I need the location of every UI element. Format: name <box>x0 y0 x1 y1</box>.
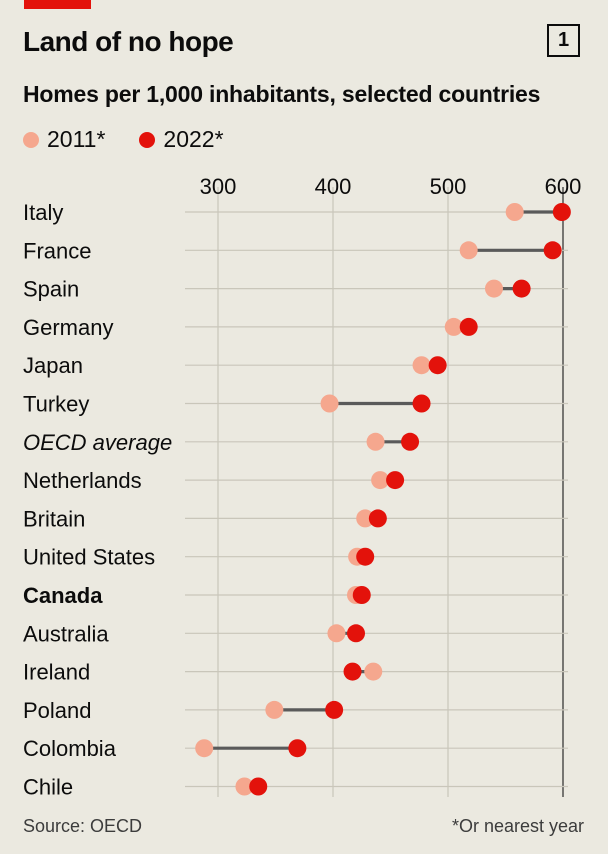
chart-number-badge: 1 <box>547 24 580 57</box>
dot-2022-colombia <box>288 739 307 758</box>
dot-2011-italy <box>505 203 524 221</box>
dot-2022-oecd-average <box>401 432 420 451</box>
dot-2022-spain <box>512 279 531 298</box>
source-note: Source: OECD <box>23 816 143 836</box>
row-label-spain: Spain <box>23 277 79 302</box>
row-label-japan: Japan <box>23 353 83 378</box>
dot-2022-poland <box>325 700 344 719</box>
x-tick-label-500: 500 <box>430 174 467 199</box>
row-label-colombia: Colombia <box>23 736 117 761</box>
legend-label-2022: 2022* <box>163 126 224 152</box>
row-label-britain: Britain <box>23 506 85 531</box>
dot-2011-spain <box>485 279 503 298</box>
row-label-oecd-average: OECD average <box>23 430 172 455</box>
row-label-canada: Canada <box>23 583 103 608</box>
x-tick-label-600: 600 <box>545 174 582 199</box>
legend: 2011* 2022* <box>23 126 258 153</box>
legend-item-2011: 2011* <box>23 126 105 153</box>
dot-2022-turkey <box>412 394 431 413</box>
brand-tab <box>24 0 91 9</box>
footnote: *Or nearest year <box>451 816 584 836</box>
dot-2022-germany <box>459 317 478 336</box>
dot-2022-france <box>543 241 562 260</box>
dot-2022-netherlands <box>386 471 405 490</box>
dot-2011-germany <box>444 317 463 336</box>
x-tick-label-300: 300 <box>200 174 237 199</box>
dot-2022-united-states <box>356 547 375 566</box>
dot-2022-japan <box>428 356 447 375</box>
chart-subtitle: Homes per 1,000 inhabitants, selected co… <box>23 81 541 107</box>
row-label-australia: Australia <box>23 621 109 646</box>
legend-item-2022: 2022* <box>139 126 224 153</box>
row-label-chile: Chile <box>23 775 73 800</box>
dot-2022-canada <box>352 586 371 604</box>
dot-2011-britain <box>356 509 375 528</box>
dot-2011-oecd-average <box>366 432 385 451</box>
row-label-poland: Poland <box>23 698 92 723</box>
dot-2011-poland <box>265 700 284 719</box>
dot-2011-ireland <box>364 662 383 681</box>
row-label-netherlands: Netherlands <box>23 468 142 493</box>
chart-title: Land of no hope <box>23 26 234 57</box>
row-label-united-states: United States <box>23 545 155 570</box>
dot-2011-australia <box>327 624 346 643</box>
row-label-germany: Germany <box>23 315 113 340</box>
dot-2022-italy <box>552 203 571 221</box>
legend-dot-2022 <box>139 131 156 148</box>
dot-2011-turkey <box>320 394 339 413</box>
dot-2022-britain <box>368 509 387 528</box>
dot-2011-netherlands <box>371 471 390 490</box>
dot-2022-chile <box>249 777 268 796</box>
row-label-france: France <box>23 238 91 263</box>
dot-2022-ireland <box>343 662 362 681</box>
dot-2011-colombia <box>195 739 214 758</box>
legend-label-2011: 2011* <box>47 126 106 152</box>
dot-2011-france <box>459 241 478 260</box>
dot-range-chart: 300 400 500 600 Italy France Spain Germany Japan… <box>23 174 582 800</box>
row-label-turkey: Turkey <box>23 392 89 417</box>
x-tick-label-400: 400 <box>315 174 352 199</box>
row-label-italy: Italy <box>23 200 63 225</box>
legend-dot-2011 <box>23 131 39 148</box>
row-label-ireland: Ireland <box>23 660 90 685</box>
dot-2011-japan <box>412 356 431 375</box>
dot-2022-australia <box>347 624 365 643</box>
dot-2011-chile <box>235 777 254 796</box>
